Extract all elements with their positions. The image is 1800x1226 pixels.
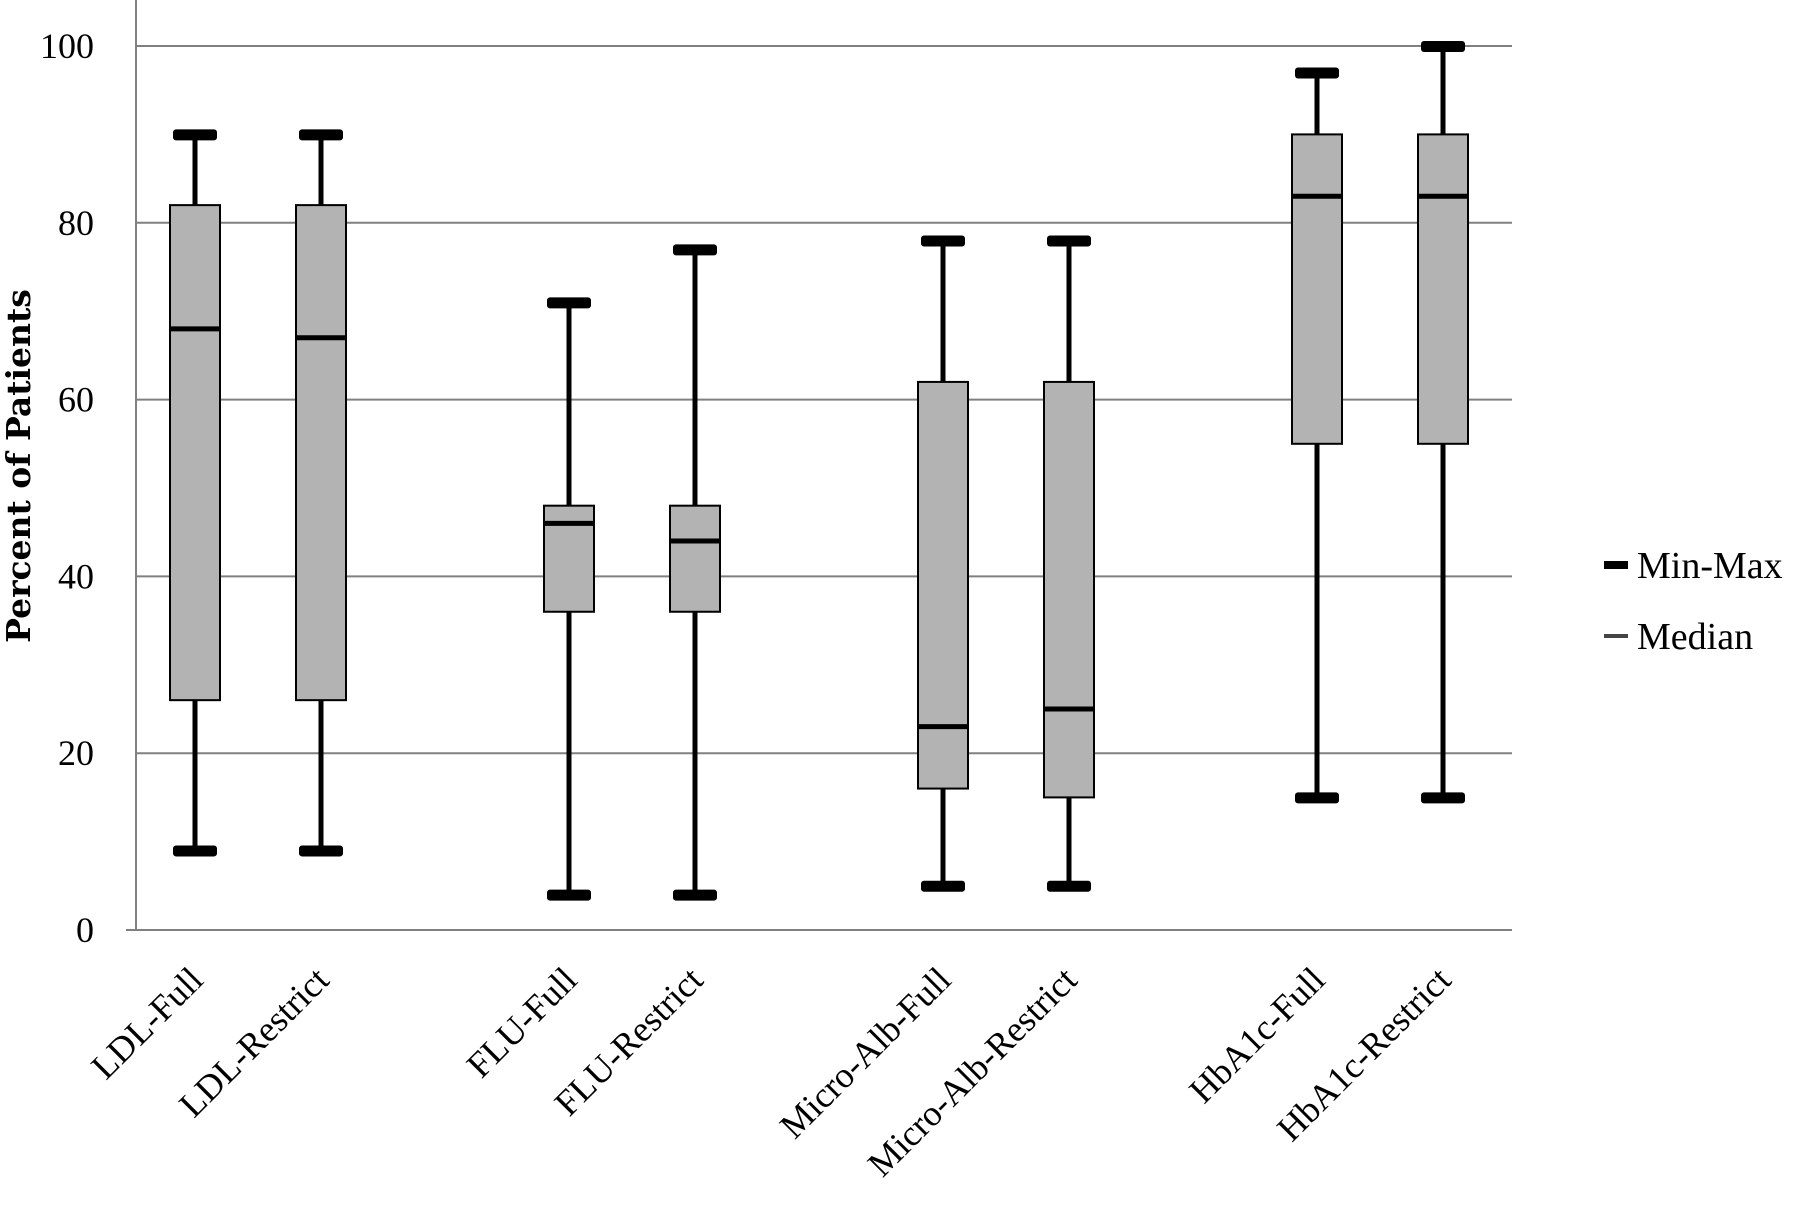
iqr-box (1291, 133, 1343, 445)
legend-label-min-max: Min-Max (1637, 545, 1783, 587)
legend: Min-Max Median (1604, 545, 1783, 658)
box-hba1c-full (1291, 67, 1343, 804)
max-cap (1421, 41, 1465, 52)
max-cap (1295, 67, 1339, 79)
iqr-box (669, 504, 721, 613)
boxes (169, 41, 1469, 901)
y-tick-label: 60 (58, 380, 94, 420)
min-cap (173, 845, 217, 857)
y-tick-label: 40 (58, 556, 94, 596)
max-cap (673, 244, 717, 256)
min-cap (299, 845, 343, 857)
max-cap (299, 129, 343, 141)
iqr-box (295, 204, 347, 702)
iqr-box (917, 380, 969, 790)
y-tick-label: 20 (58, 733, 94, 773)
y-tick-label: 0 (76, 910, 94, 950)
max-cap (1047, 235, 1091, 247)
legend-label-median: Median (1637, 616, 1753, 658)
legend-marker-min-max (1604, 561, 1628, 569)
iqr-box (169, 204, 221, 702)
y-tick-label: 80 (58, 203, 94, 243)
y-axis-title: Percent of Patients (0, 289, 38, 643)
min-cap (921, 880, 965, 892)
min-cap (673, 889, 717, 901)
x-tick-label: FLU-Full (459, 959, 585, 1085)
box-ldl-full (169, 129, 221, 857)
box-micro-alb-full (917, 235, 969, 892)
y-tick-label: 100 (40, 26, 94, 66)
max-cap (547, 297, 591, 309)
box-flu-full (543, 297, 595, 901)
legend-marker-median (1604, 634, 1628, 638)
grid-lines (136, 45, 1512, 755)
x-tick-label: Micro-Alb-Restrict (860, 959, 1085, 1184)
max-cap (921, 235, 965, 247)
box-flu-restrict (669, 244, 721, 901)
min-cap (1421, 792, 1465, 804)
box-micro-alb-restrict (1043, 235, 1095, 892)
y-tick-labels: 0 20 40 60 80 100 (40, 26, 94, 950)
min-cap (1047, 880, 1091, 892)
box-ldl-restrict (295, 129, 347, 857)
max-cap (173, 129, 217, 141)
min-cap (547, 889, 591, 901)
x-tick-label: LDL-Full (83, 959, 210, 1086)
iqr-box (1043, 380, 1095, 799)
iqr-box (1417, 133, 1469, 445)
box-hba1c-restrict (1417, 41, 1469, 804)
min-cap (1295, 792, 1339, 804)
